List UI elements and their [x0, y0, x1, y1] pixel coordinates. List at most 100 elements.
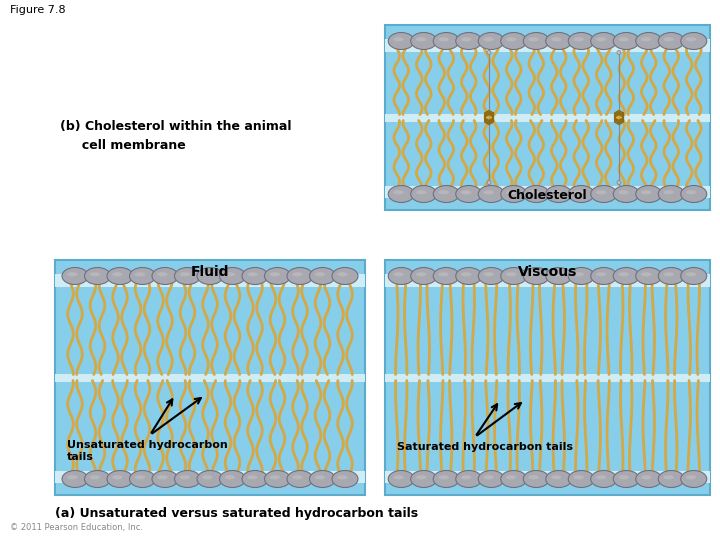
Ellipse shape	[433, 32, 459, 50]
Ellipse shape	[310, 470, 336, 488]
FancyBboxPatch shape	[385, 39, 710, 51]
Ellipse shape	[500, 32, 527, 50]
Ellipse shape	[483, 272, 494, 276]
Ellipse shape	[617, 180, 621, 185]
Ellipse shape	[315, 272, 325, 276]
Text: © 2011 Pearson Education, Inc.: © 2011 Pearson Education, Inc.	[10, 523, 143, 532]
Text: Saturated hydrocarbon tails: Saturated hydrocarbon tails	[397, 442, 573, 452]
Ellipse shape	[174, 267, 200, 285]
Ellipse shape	[551, 37, 562, 42]
Ellipse shape	[157, 475, 168, 480]
Ellipse shape	[663, 190, 674, 194]
Ellipse shape	[388, 267, 414, 285]
Ellipse shape	[287, 470, 313, 488]
Ellipse shape	[152, 470, 178, 488]
Ellipse shape	[528, 475, 539, 480]
Ellipse shape	[641, 37, 652, 42]
Ellipse shape	[247, 475, 258, 480]
Ellipse shape	[456, 267, 482, 285]
Text: (b) Cholesterol within the animal: (b) Cholesterol within the animal	[60, 120, 292, 133]
Ellipse shape	[590, 32, 617, 50]
Ellipse shape	[483, 475, 494, 480]
Text: Fluid: Fluid	[191, 265, 229, 279]
Ellipse shape	[663, 37, 674, 42]
Ellipse shape	[636, 470, 662, 488]
Ellipse shape	[590, 267, 617, 285]
Ellipse shape	[84, 267, 110, 285]
Polygon shape	[485, 112, 493, 122]
Ellipse shape	[546, 470, 572, 488]
Ellipse shape	[551, 475, 562, 480]
Ellipse shape	[506, 190, 516, 194]
Ellipse shape	[528, 272, 539, 276]
Ellipse shape	[573, 37, 584, 42]
Ellipse shape	[197, 470, 223, 488]
FancyBboxPatch shape	[385, 186, 710, 198]
Ellipse shape	[686, 475, 696, 480]
Ellipse shape	[220, 267, 246, 285]
Ellipse shape	[641, 190, 652, 194]
Ellipse shape	[568, 470, 594, 488]
Ellipse shape	[130, 267, 156, 285]
Ellipse shape	[573, 475, 584, 480]
Ellipse shape	[438, 190, 449, 194]
Ellipse shape	[528, 190, 539, 194]
Ellipse shape	[90, 475, 100, 480]
Ellipse shape	[388, 470, 414, 488]
Ellipse shape	[686, 190, 696, 194]
Text: Cholesterol: Cholesterol	[508, 189, 588, 202]
Ellipse shape	[393, 190, 404, 194]
Polygon shape	[485, 113, 493, 123]
Text: (a) Unsaturated versus saturated hydrocarbon tails: (a) Unsaturated versus saturated hydroca…	[55, 507, 418, 520]
Ellipse shape	[416, 37, 426, 42]
Ellipse shape	[135, 272, 145, 276]
Ellipse shape	[596, 272, 606, 276]
Ellipse shape	[590, 470, 617, 488]
Ellipse shape	[410, 186, 437, 202]
FancyBboxPatch shape	[385, 260, 710, 495]
Ellipse shape	[112, 272, 122, 276]
Ellipse shape	[523, 186, 549, 202]
Ellipse shape	[242, 267, 268, 285]
Ellipse shape	[461, 37, 472, 42]
Ellipse shape	[573, 190, 584, 194]
Ellipse shape	[220, 470, 246, 488]
Ellipse shape	[410, 32, 437, 50]
Ellipse shape	[596, 190, 606, 194]
Ellipse shape	[483, 37, 494, 42]
Ellipse shape	[686, 37, 696, 42]
Ellipse shape	[410, 470, 437, 488]
Ellipse shape	[416, 190, 426, 194]
Ellipse shape	[433, 186, 459, 202]
Ellipse shape	[680, 470, 707, 488]
Ellipse shape	[618, 272, 629, 276]
Text: Viscous: Viscous	[518, 265, 577, 279]
Ellipse shape	[180, 475, 190, 480]
Ellipse shape	[62, 470, 88, 488]
Ellipse shape	[388, 186, 414, 202]
Ellipse shape	[202, 475, 212, 480]
Ellipse shape	[130, 470, 156, 488]
Polygon shape	[485, 114, 493, 125]
Ellipse shape	[590, 186, 617, 202]
Ellipse shape	[225, 272, 235, 276]
FancyBboxPatch shape	[385, 113, 710, 122]
Ellipse shape	[613, 470, 639, 488]
Ellipse shape	[292, 272, 302, 276]
Polygon shape	[615, 114, 624, 125]
Ellipse shape	[617, 51, 621, 55]
Text: Unsaturated hydrocarbon
tails: Unsaturated hydrocarbon tails	[67, 440, 228, 462]
Ellipse shape	[410, 267, 437, 285]
Ellipse shape	[506, 37, 516, 42]
Ellipse shape	[332, 267, 358, 285]
Ellipse shape	[62, 267, 88, 285]
Ellipse shape	[67, 475, 78, 480]
Ellipse shape	[658, 32, 684, 50]
Polygon shape	[615, 113, 624, 123]
Ellipse shape	[523, 32, 549, 50]
Ellipse shape	[107, 267, 133, 285]
Ellipse shape	[596, 37, 606, 42]
Ellipse shape	[680, 186, 707, 202]
Ellipse shape	[247, 272, 258, 276]
Ellipse shape	[157, 272, 168, 276]
